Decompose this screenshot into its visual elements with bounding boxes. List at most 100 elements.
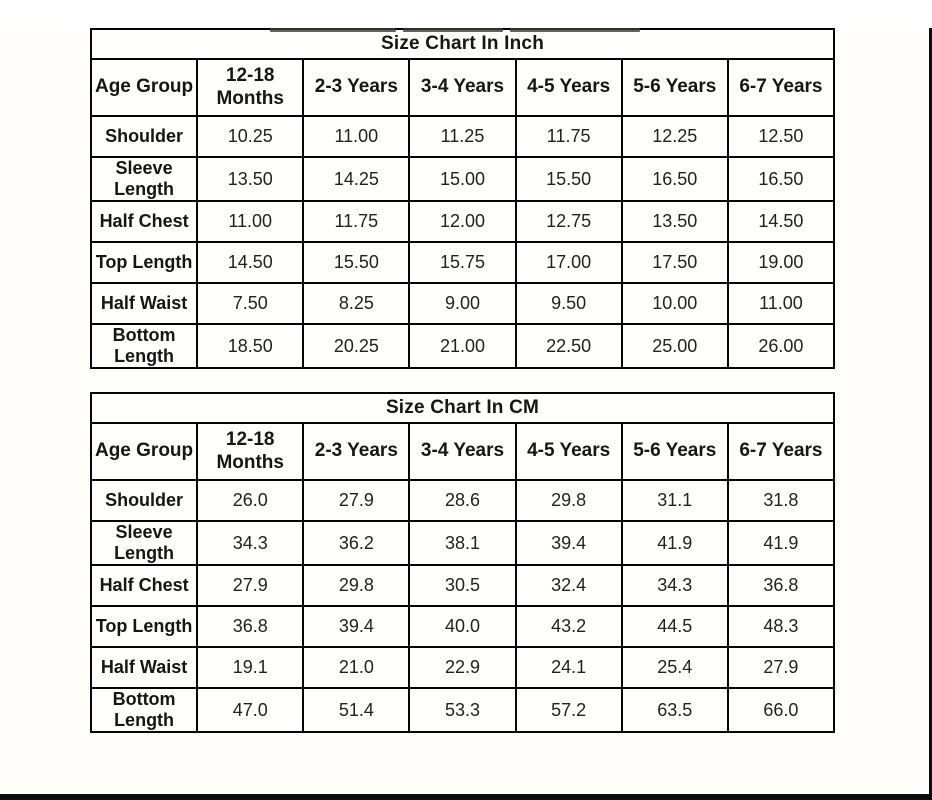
measurement-cell: 11.00 [302, 115, 411, 158]
table-row: Sleeve Length 13.50 14.25 15.00 15.50 16.50 16… [89, 156, 836, 202]
row-label: Top Length [89, 605, 199, 648]
size-column-header: 4-5 Years [514, 58, 623, 117]
measurement-cell: 11.75 [302, 200, 411, 243]
cropped-text-segment [270, 28, 396, 32]
table-row: Shoulder 10.25 11.00 11.25 11.75 12.25 12.50 [89, 115, 836, 158]
measurement-cell: 27.9 [196, 564, 305, 607]
row-label: Shoulder [89, 115, 199, 158]
table-row: Half Chest 27.9 29.8 30.5 32.4 34.3 36.8 [89, 564, 836, 607]
measurement-cell: 30.5 [408, 564, 517, 607]
row-label: Half Waist [89, 282, 199, 325]
measurement-cell: 57.2 [514, 687, 623, 733]
table-row: Top Length 14.50 15.50 15.75 17.00 17.50 19.00 [89, 241, 836, 284]
measurement-cell: 7.50 [196, 282, 305, 325]
measurement-cell: 14.50 [726, 200, 836, 243]
measurement-cell: 39.4 [514, 520, 623, 566]
size-column-header: 12-18 Months [196, 58, 305, 117]
measurement-cell: 11.75 [514, 115, 623, 158]
measurement-cell: 12.75 [514, 200, 623, 243]
row-label: Sleeve Length [89, 156, 199, 202]
table-title: Size Chart In Inch [90, 28, 835, 60]
table-row: Half Chest 11.00 11.75 12.00 12.75 13.50 14.50 [89, 200, 836, 243]
measurement-cell: 12.00 [408, 200, 517, 243]
measurement-cell: 36.2 [302, 520, 411, 566]
measurement-cell: 25.00 [620, 323, 729, 369]
measurement-cell: 19.1 [196, 646, 305, 689]
table-row: Sleeve Length 34.3 36.2 38.1 39.4 41.9 41.9 [89, 520, 836, 566]
measurement-cell: 15.75 [408, 241, 517, 284]
measurement-cell: 48.3 [726, 605, 836, 648]
size-column-header: 5-6 Years [620, 422, 729, 481]
measurement-cell: 21.00 [408, 323, 517, 369]
measurement-cell: 51.4 [302, 687, 411, 733]
row-label: Top Length [89, 241, 199, 284]
age-group-header: Age Group [89, 58, 199, 117]
size-column-header: 12-18 Months [196, 422, 305, 481]
row-label: Shoulder [89, 479, 199, 522]
row-label: Half Chest [89, 564, 199, 607]
measurement-cell: 41.9 [620, 520, 729, 566]
size-chart-cm-table: Size Chart In CM Age Group 12-18 Months 2-3… [89, 392, 836, 733]
column-header-row: Age Group 12-18 Months 2-3 Years 3-4 Years 4… [89, 58, 836, 117]
measurement-cell: 27.9 [302, 479, 411, 522]
measurement-cell: 43.2 [514, 605, 623, 648]
size-column-header: 3-4 Years [408, 422, 517, 481]
size-chart-inch-table: Size Chart In Inch Age Group 12-18 Months 2… [89, 28, 836, 369]
measurement-cell: 12.50 [726, 115, 836, 158]
measurement-cell: 10.00 [620, 282, 729, 325]
measurement-cell: 53.3 [408, 687, 517, 733]
measurement-cell: 15.50 [514, 156, 623, 202]
measurement-cell: 15.50 [302, 241, 411, 284]
measurement-cell: 29.8 [302, 564, 411, 607]
measurement-cell: 18.50 [196, 323, 305, 369]
measurement-cell: 13.50 [196, 156, 305, 202]
measurement-cell: 66.0 [726, 687, 836, 733]
table-row: Bottom Length 47.0 51.4 53.3 57.2 63.5 66.0 [89, 687, 836, 733]
size-column-header: 4-5 Years [514, 422, 623, 481]
row-label: Bottom Length [89, 687, 199, 733]
measurement-cell: 25.4 [620, 646, 729, 689]
measurement-cell: 22.9 [408, 646, 517, 689]
table-row: Top Length 36.8 39.4 40.0 43.2 44.5 48.3 [89, 605, 836, 648]
table-title-row: Size Chart In Inch [90, 28, 835, 60]
measurement-cell: 31.1 [620, 479, 729, 522]
measurement-cell: 27.9 [726, 646, 836, 689]
measurement-cell: 19.00 [726, 241, 836, 284]
measurement-cell: 26.00 [726, 323, 836, 369]
row-label: Bottom Length [89, 323, 199, 369]
table-row: Bottom Length 18.50 20.25 21.00 22.50 25.00 26… [89, 323, 836, 369]
measurement-cell: 41.9 [726, 520, 836, 566]
row-label: Sleeve Length [89, 520, 199, 566]
age-group-header: Age Group [89, 422, 199, 481]
row-label: Half Waist [89, 646, 199, 689]
measurement-cell: 34.3 [196, 520, 305, 566]
measurement-cell: 14.50 [196, 241, 305, 284]
measurement-cell: 36.8 [196, 605, 305, 648]
measurement-cell: 34.3 [620, 564, 729, 607]
cropped-text-segment [403, 28, 503, 32]
measurement-cell: 32.4 [514, 564, 623, 607]
measurement-cell: 36.8 [726, 564, 836, 607]
measurement-cell: 22.50 [514, 323, 623, 369]
table-row: Half Waist 19.1 21.0 22.9 24.1 25.4 27.9 [89, 646, 836, 689]
measurement-cell: 38.1 [408, 520, 517, 566]
measurement-cell: 26.0 [196, 479, 305, 522]
measurement-cell: 17.50 [620, 241, 729, 284]
size-column-header: 2-3 Years [302, 422, 411, 481]
table-row: Shoulder 26.0 27.9 28.6 29.8 31.1 31.8 [89, 479, 836, 522]
right-edge-line [929, 28, 932, 800]
size-column-header: 6-7 Years [726, 58, 836, 117]
size-column-header: 2-3 Years [302, 58, 411, 117]
measurement-cell: 24.1 [514, 646, 623, 689]
table-title-row: Size Chart In CM [90, 392, 835, 424]
table-title: Size Chart In CM [90, 392, 835, 424]
column-header-row: Age Group 12-18 Months 2-3 Years 3-4 Years 4… [89, 422, 836, 481]
size-column-header: 3-4 Years [408, 58, 517, 117]
measurement-cell: 29.8 [514, 479, 623, 522]
measurement-cell: 28.6 [408, 479, 517, 522]
measurement-cell: 63.5 [620, 687, 729, 733]
measurement-cell: 21.0 [302, 646, 411, 689]
measurement-cell: 16.50 [620, 156, 729, 202]
measurement-cell: 47.0 [196, 687, 305, 733]
measurement-cell: 10.25 [196, 115, 305, 158]
